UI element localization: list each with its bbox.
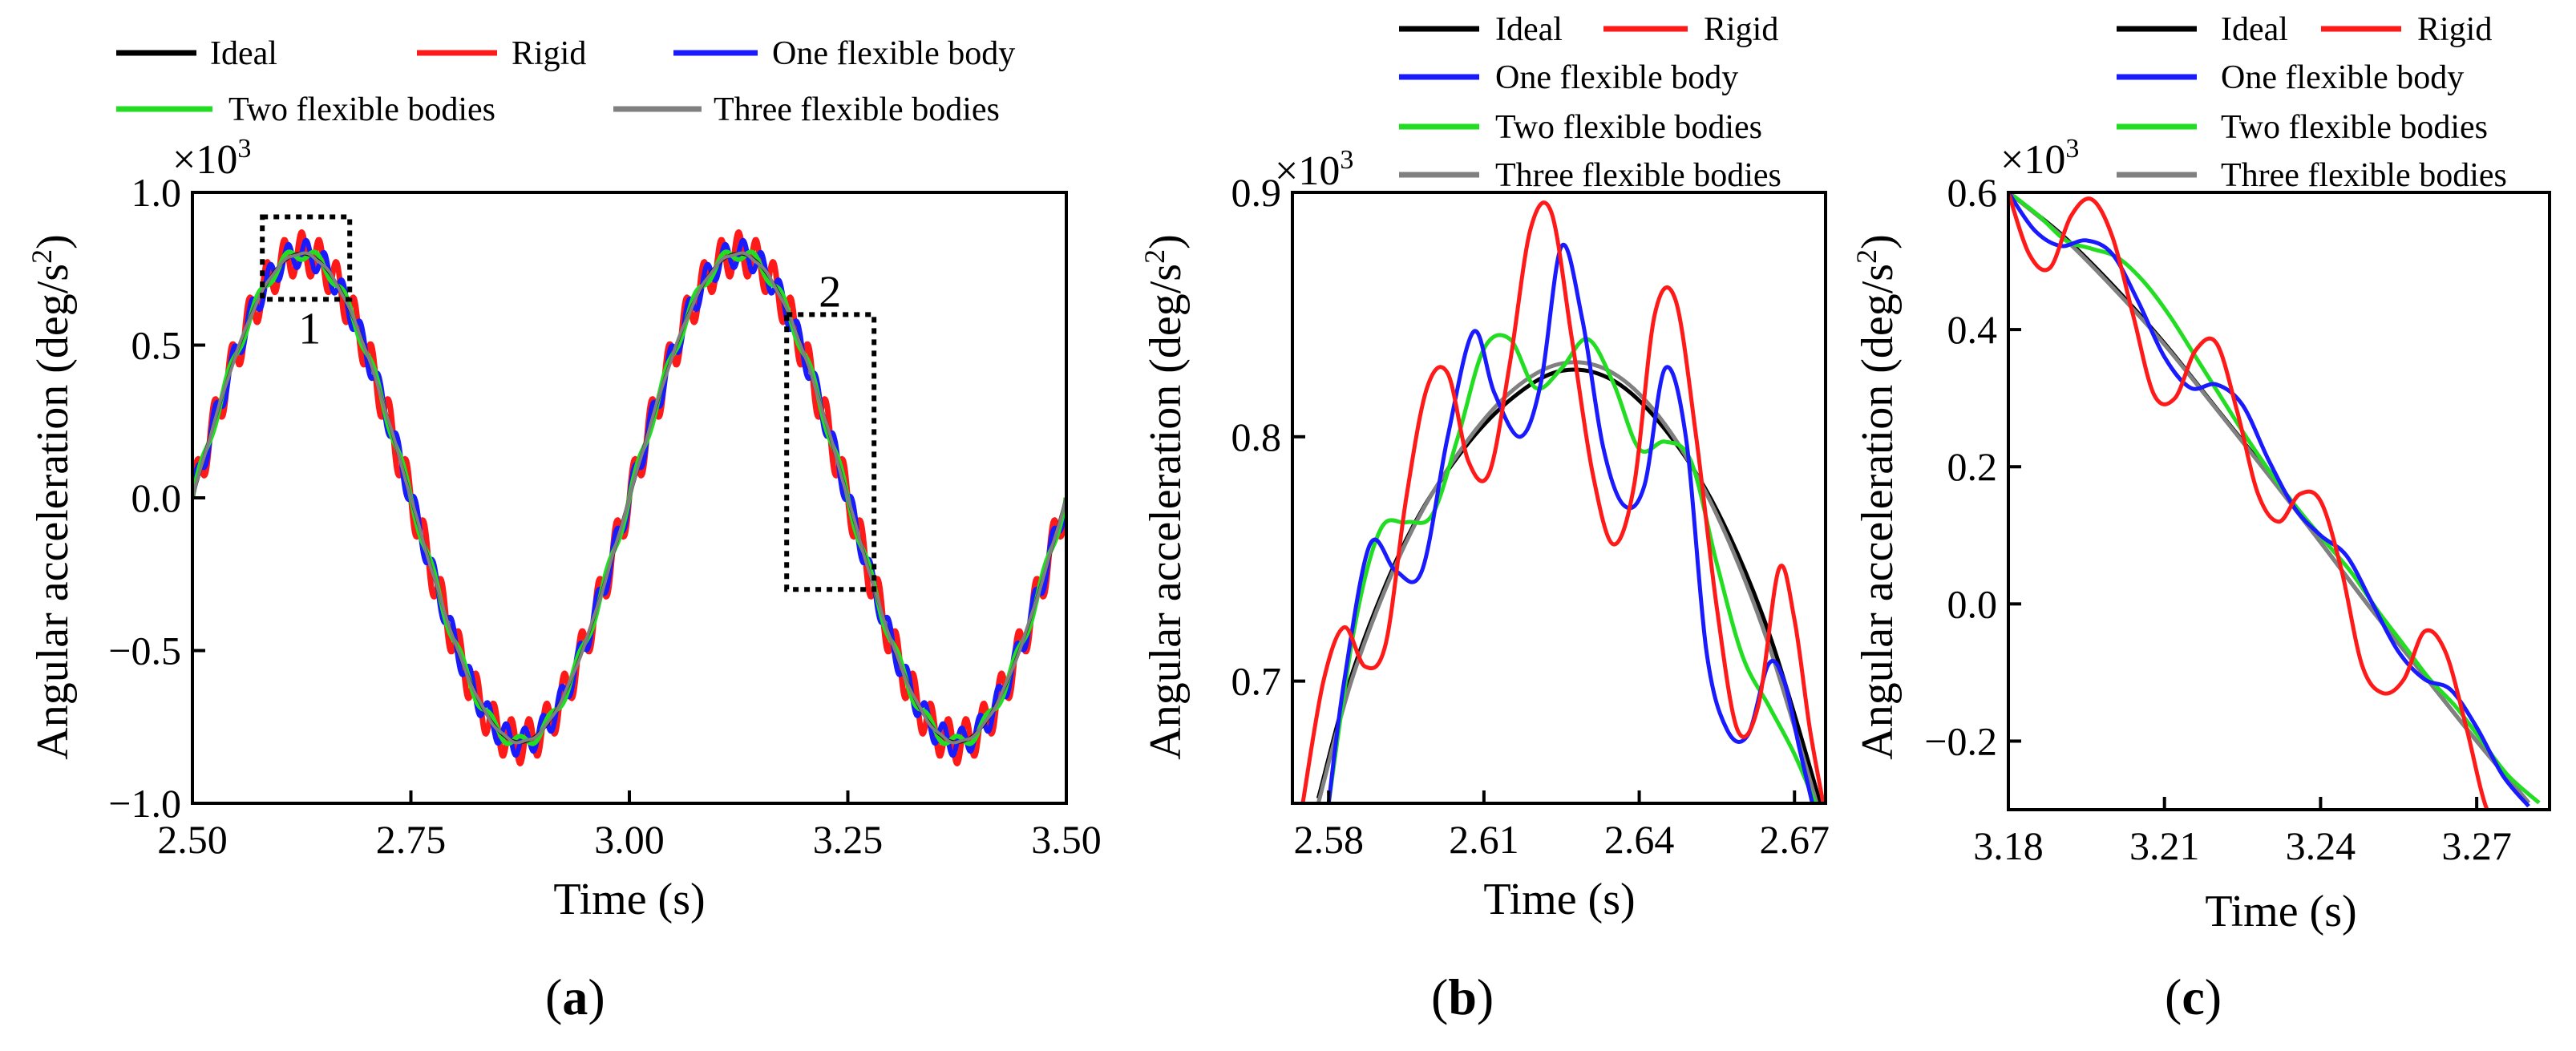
legend-a-label-two: Two flexible bodies: [228, 91, 495, 128]
legend-a: Ideal Rigid One flexible body Two flexib…: [116, 35, 1015, 128]
series-rigid: [1300, 200, 1826, 803]
multiplier-a: ×103: [172, 134, 251, 183]
series-one-flexible-body: [1326, 242, 1815, 803]
x-tick-label: 2.64: [1604, 817, 1675, 862]
y-tick-label: −1.0: [108, 781, 181, 826]
plot-b-series: [1300, 200, 1826, 803]
y-tick-label: −0.5: [108, 629, 181, 673]
y-tick-label: 0.4: [1947, 307, 1998, 352]
zoom-box-1-label: 1: [298, 304, 321, 354]
legend-b-label-one: One flexible body: [1495, 59, 1738, 96]
legend-b: Ideal Rigid One flexible body Two flexib…: [1399, 11, 1781, 194]
panel-b: Ideal Rigid One flexible body Two flexib…: [1138, 11, 1830, 1025]
y-tick-label: 0.6: [1947, 170, 1998, 215]
legend-c-label-one: One flexible body: [2221, 59, 2464, 96]
x-tick-label: 3.18: [1973, 823, 2044, 868]
legend-a-label-ideal: Ideal: [210, 35, 277, 72]
legend-c-label-three: Three flexible bodies: [2221, 157, 2507, 194]
plot-c-ylabel: Angular acceleration (deg/s2): [1850, 234, 1903, 759]
x-tick-label: 3.27: [2441, 823, 2512, 868]
figure-label-c: (c): [2165, 968, 2222, 1025]
zoom-box-2: [784, 312, 877, 592]
y-tick-label: 0.2: [1947, 444, 1998, 489]
multiplier-b: ×103: [1275, 145, 1353, 194]
legend-b-label-rigid: Rigid: [1704, 11, 1778, 48]
x-tick-label: 2.67: [1760, 817, 1830, 862]
x-tick-label: 3.24: [2286, 823, 2356, 868]
plot-c-ticks: 3.18 3.21 3.24 3.27 0.6 0.4 0.2 0.0 −0.2: [1924, 170, 2512, 868]
plot-c-xlabel: Time (s): [2205, 887, 2356, 936]
legend-c-label-rigid: Rigid: [2417, 11, 2492, 48]
multiplier-c: ×103: [2000, 134, 2079, 183]
series-three-flexible-bodies: [1316, 360, 1819, 803]
series-three-flexible-bodies: [2008, 192, 2530, 805]
legend-b-label-two: Two flexible bodies: [1495, 109, 1762, 146]
x-tick-label: 3.50: [1031, 817, 1102, 862]
y-tick-label: 0.8: [1231, 414, 1282, 459]
y-tick-label: 0.0: [131, 475, 182, 520]
series-two-flexible-bodies: [2012, 194, 2541, 805]
figure-label-b: (b): [1431, 968, 1494, 1025]
series-rigid: [2008, 192, 2529, 810]
legend-a-label-one: One flexible body: [772, 35, 1015, 72]
x-tick-label: 3.00: [594, 817, 665, 862]
legend-b-label-ideal: Ideal: [1495, 11, 1563, 48]
zoom-box-2-label: 2: [819, 267, 841, 317]
figure-label-a: (a): [545, 968, 605, 1025]
x-tick-label: 3.21: [2129, 823, 2200, 868]
plot-c-frame: [2007, 191, 2551, 811]
y-tick-label: 0.7: [1231, 659, 1282, 704]
plot-b-xlabel: Time (s): [1483, 875, 1635, 924]
zoom-box-1: [260, 214, 353, 302]
legend-c-label-ideal: Ideal: [2221, 11, 2288, 48]
x-tick-label: 2.75: [376, 817, 447, 862]
legend-a-label-three: Three flexible bodies: [714, 91, 1000, 128]
x-tick-label: 2.61: [1449, 817, 1519, 862]
y-tick-label: 0.0: [1947, 581, 1998, 626]
x-tick-label: 2.58: [1293, 817, 1364, 862]
y-tick-label: 0.5: [131, 323, 182, 368]
y-tick-label: 0.9: [1231, 170, 1282, 215]
plot-a-annotations: 1 2: [260, 214, 877, 592]
plot-a-series: [192, 229, 1066, 766]
x-tick-label: 3.25: [813, 817, 884, 862]
legend-a-label-rigid: Rigid: [512, 35, 586, 72]
legend-b-label-three: Three flexible bodies: [1495, 157, 1781, 194]
plot-a-ticks: 2.50 2.75 3.00 3.25 3.50 1.0 0.5 0.0 −0.5 −1.0: [108, 170, 1101, 862]
panel-c: Ideal Rigid One flexible body Two flexib…: [1850, 11, 2551, 1025]
y-tick-label: 1.0: [131, 170, 182, 215]
plot-b-frame: [1291, 191, 1827, 805]
series-two-flexible-bodies: [1326, 333, 1818, 803]
plot-b-ylabel: Angular acceleration (deg/s2): [1138, 234, 1191, 759]
series-three-flexible-bodies: [192, 251, 1066, 745]
legend-c-label-two: Two flexible bodies: [2221, 109, 2488, 146]
series-one-flexible-body: [2008, 192, 2530, 808]
plot-c-series: [2008, 192, 2541, 810]
x-tick-label: 2.50: [157, 817, 228, 862]
plot-a-xlabel: Time (s): [553, 875, 705, 924]
plot-b-ticks: 2.58 2.61 2.64 2.67 0.9 0.8 0.7: [1231, 170, 1830, 862]
legend-c: Ideal Rigid One flexible body Two flexib…: [2117, 11, 2507, 194]
panel-a: Ideal Rigid One flexible body Two flexib…: [26, 35, 1102, 1025]
y-tick-label: −0.2: [1924, 718, 1997, 763]
plot-a-ylabel: Angular acceleration (deg/s2): [26, 234, 78, 759]
